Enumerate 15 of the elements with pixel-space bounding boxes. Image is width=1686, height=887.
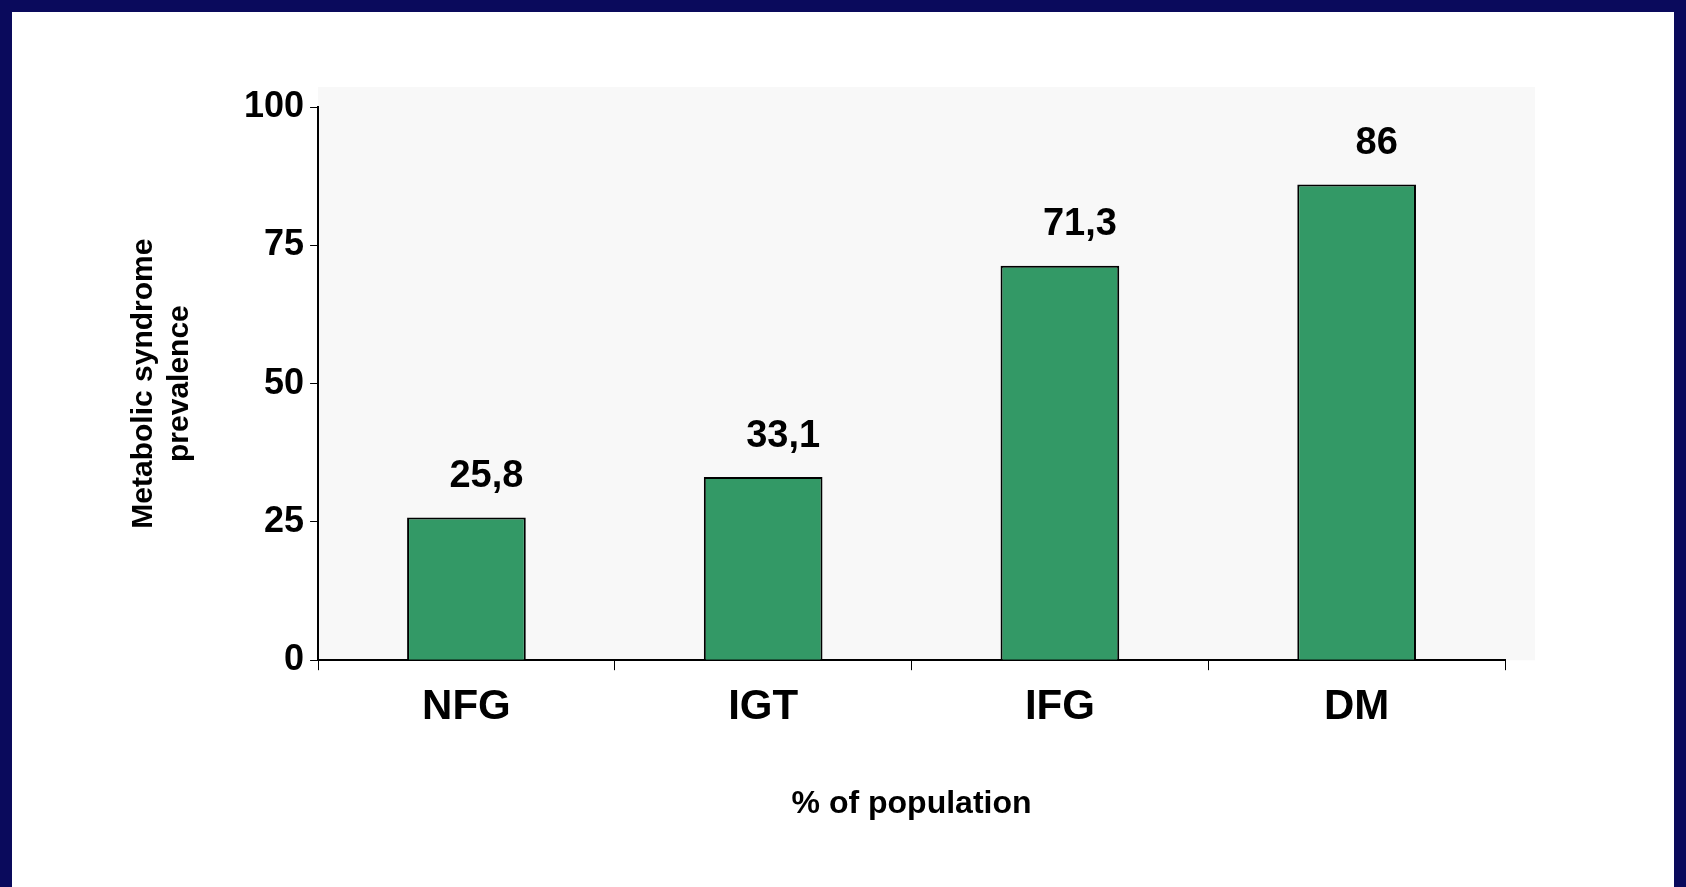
x-axis-title: % of population bbox=[791, 783, 1032, 820]
x-tick-label: IGT bbox=[728, 680, 799, 728]
data-label: 33,1 bbox=[746, 412, 821, 455]
y-tick-label: 0 bbox=[284, 637, 305, 679]
y-axis-title: Metabolic syndrome prevalence bbox=[125, 238, 195, 529]
data-label: 25,8 bbox=[449, 452, 524, 495]
x-tick-label: NFG bbox=[422, 680, 511, 728]
data-label: 86 bbox=[1355, 119, 1398, 162]
x-tick-label: IFG bbox=[1024, 680, 1095, 728]
y-tick-label: 25 bbox=[264, 498, 305, 540]
x-tick-label: DM bbox=[1323, 680, 1390, 728]
y-tick-label: 100 bbox=[243, 83, 305, 125]
data-label: 71,3 bbox=[1042, 201, 1117, 244]
y-tick-label: 75 bbox=[264, 222, 305, 264]
y-tick-label: 50 bbox=[264, 360, 305, 402]
